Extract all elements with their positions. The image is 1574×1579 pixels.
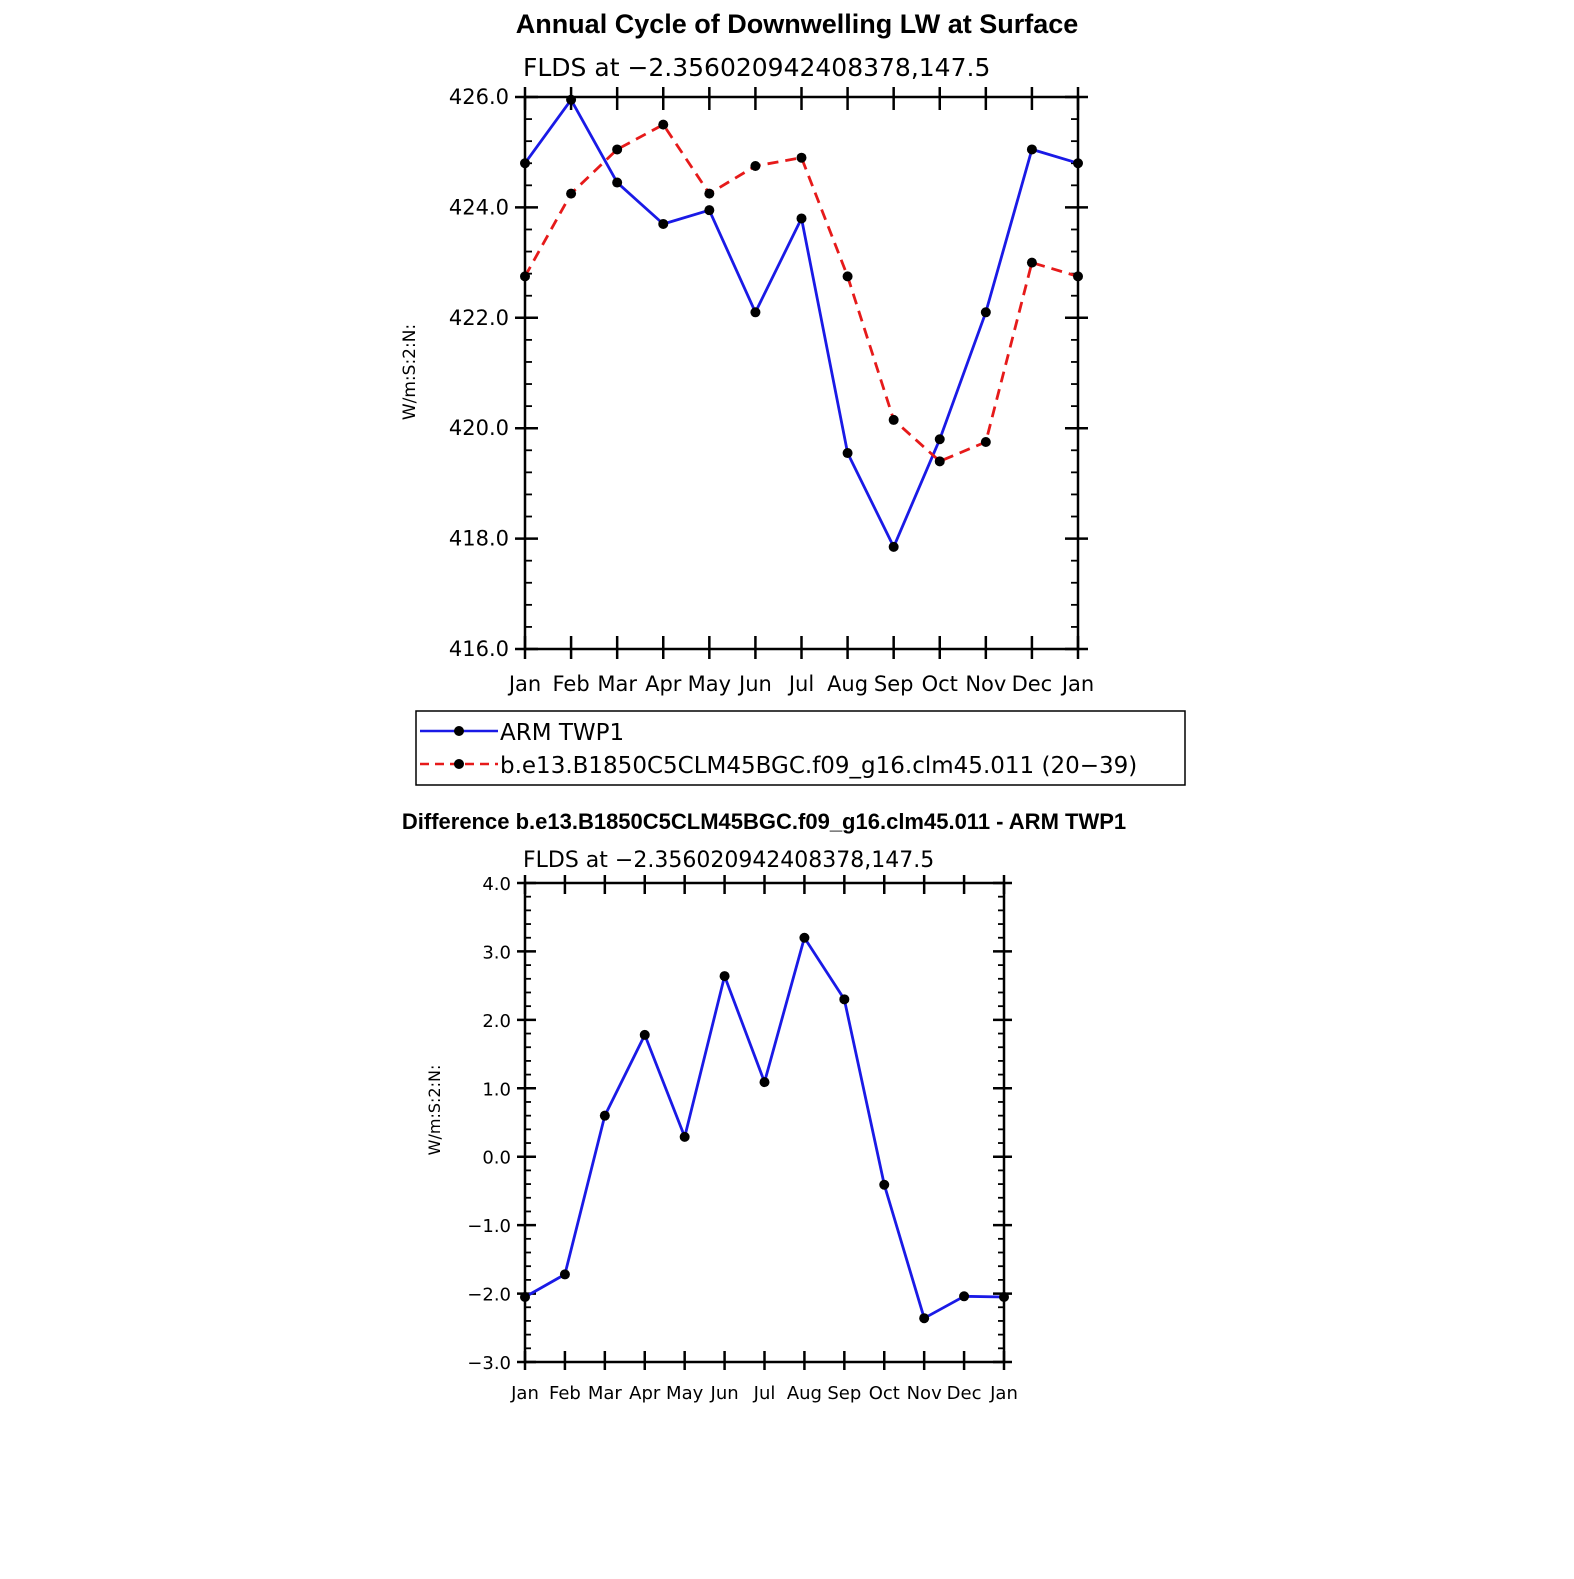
bottom-series-0-point xyxy=(799,933,809,943)
bottom-series-0-point xyxy=(879,1180,889,1190)
bottom-y-tick-label: 0.0 xyxy=(482,1148,511,1169)
top-series-0-point xyxy=(750,307,760,317)
top-series-0-point xyxy=(797,213,807,223)
bottom-series-0-point xyxy=(839,994,849,1004)
bottom-x-tick-label: Nov xyxy=(907,1383,942,1404)
bottom-x-tick-label: Jan xyxy=(989,1383,1018,1404)
top-x-tick-label: May xyxy=(688,672,731,696)
bottom-series-0-point xyxy=(959,1291,969,1301)
bottom-y-tick-label: 2.0 xyxy=(482,1011,511,1032)
bottom-y-tick-label: −2.0 xyxy=(467,1285,511,1306)
top-series-1-point xyxy=(750,161,760,171)
top-y-axis-label: W/m:S:2:N: xyxy=(400,324,420,420)
bottom-x-tick-label: Jul xyxy=(753,1383,776,1404)
top-x-tick-label: Jul xyxy=(787,672,814,696)
bottom-x-tick-label: Aug xyxy=(787,1383,822,1404)
top-series-1-point xyxy=(935,456,945,466)
bottom-series-0-point xyxy=(520,1292,530,1302)
bottom-series-0-point xyxy=(760,1077,770,1087)
top-series-1-point xyxy=(797,153,807,163)
top-series-0-point xyxy=(843,448,853,458)
top-series-line-0 xyxy=(525,100,1078,547)
bottom-x-tick-label: Sep xyxy=(827,1383,861,1404)
bottom-y-tick-label: 4.0 xyxy=(482,874,511,895)
bottom-plot-area: Jan Feb Mar Apr May Jun Jul Aug Sep Oct Nov Dec Jan −… xyxy=(467,874,1018,1404)
bottom-x-tick-label: Apr xyxy=(629,1383,661,1404)
bottom-plot-frame xyxy=(525,883,1004,1362)
top-series-1-point xyxy=(566,189,576,199)
top-series-1-point xyxy=(889,415,899,425)
legend-obs-label: ARM TWP1 xyxy=(500,720,624,746)
top-chart-subtitle: FLDS at −2.356020942408378,147.5 xyxy=(523,53,990,82)
top-series-1-point xyxy=(612,144,622,154)
top-series-1-point xyxy=(704,189,714,199)
bottom-y-axis-label: W/m:S:2:N: xyxy=(425,1065,444,1156)
top-chart-title: Annual Cycle of Downwelling LW at Surfac… xyxy=(516,9,1079,39)
top-y-tick-label: 426.0 xyxy=(449,85,509,109)
bottom-x-tick-label: Dec xyxy=(947,1383,982,1404)
top-series-0-point xyxy=(935,434,945,444)
top-series-1-point xyxy=(520,271,530,281)
top-y-tick-label: 416.0 xyxy=(449,637,509,661)
top-x-tick-label: Jan xyxy=(1060,672,1094,696)
top-y-tick-label: 422.0 xyxy=(449,306,509,330)
bottom-chart-title: Difference b.e13.B1850C5CLM45BGC.f09_g16… xyxy=(402,809,1126,834)
top-series-0-point xyxy=(566,95,576,105)
top-x-tick-label: Oct xyxy=(922,672,958,696)
bottom-x-tick-label: Feb xyxy=(549,1383,581,1404)
top-x-tick-label: Dec xyxy=(1012,672,1053,696)
bottom-series-0-point xyxy=(999,1292,1009,1302)
bottom-series-line-0 xyxy=(525,938,1004,1318)
bottom-x-tick-label: Oct xyxy=(869,1383,900,1404)
bottom-series-0-point xyxy=(640,1030,650,1040)
top-x-tick-label: Jun xyxy=(737,672,772,696)
top-series-line-1 xyxy=(525,125,1078,462)
top-series-1-point xyxy=(1027,258,1037,268)
bottom-y-tick-label: −3.0 xyxy=(467,1353,511,1374)
bottom-series-0-point xyxy=(680,1132,690,1142)
bottom-series-0-point xyxy=(919,1313,929,1323)
top-series-1-point xyxy=(981,437,991,447)
top-x-tick-label: Mar xyxy=(597,672,637,696)
bottom-series-0-point xyxy=(720,971,730,981)
top-series-0-point xyxy=(1073,158,1083,168)
top-y-tick-label: 424.0 xyxy=(449,195,509,219)
top-y-tick-label: 418.0 xyxy=(449,527,509,551)
bottom-x-tick-label: Mar xyxy=(588,1383,623,1404)
legend-obs-marker xyxy=(454,726,464,736)
top-series-0-point xyxy=(981,307,991,317)
bottom-x-tick-label: May xyxy=(666,1383,704,1404)
bottom-y-tick-label: −1.0 xyxy=(467,1216,511,1237)
top-series-1-point xyxy=(1073,271,1083,281)
top-x-tick-label: Feb xyxy=(552,672,589,696)
bottom-y-tick-label: 1.0 xyxy=(482,1079,511,1100)
top-plot-area: Jan Feb Mar Apr May Jun Jul Aug Sep Oct Nov Dec Jan 4… xyxy=(449,85,1094,696)
bottom-x-tick-label: Jun xyxy=(710,1383,739,1404)
top-series-0-point xyxy=(1027,144,1037,154)
top-x-tick-label: Aug xyxy=(827,672,868,696)
bottom-series-0-point xyxy=(600,1111,610,1121)
bottom-y-tick-label: 3.0 xyxy=(482,942,511,963)
top-series-1-point xyxy=(843,271,853,281)
top-plot-frame xyxy=(525,97,1078,649)
top-x-tick-label: Sep xyxy=(874,672,914,696)
legend-model-marker xyxy=(454,759,464,769)
top-x-tick-label: Jan xyxy=(507,672,541,696)
top-x-tick-label: Nov xyxy=(965,672,1006,696)
top-series-0-point xyxy=(520,158,530,168)
bottom-chart-subtitle: FLDS at −2.356020942408378,147.5 xyxy=(523,848,934,873)
top-x-tick-label: Apr xyxy=(645,672,682,696)
top-y-tick-label: 420.0 xyxy=(449,416,509,440)
top-series-0-point xyxy=(658,219,668,229)
top-series-0-point xyxy=(612,178,622,188)
top-series-0-point xyxy=(704,205,714,215)
bottom-x-tick-label: Jan xyxy=(510,1383,539,1404)
legend: ARM TWP1 b.e13.B1850C5CLM45BGC.f09_g16.c… xyxy=(416,711,1185,785)
bottom-series-0-point xyxy=(560,1269,570,1279)
top-series-1-point xyxy=(658,120,668,130)
legend-model-label: b.e13.B1850C5CLM45BGC.f09_g16.clm45.011 … xyxy=(500,753,1137,779)
top-series-0-point xyxy=(889,542,899,552)
